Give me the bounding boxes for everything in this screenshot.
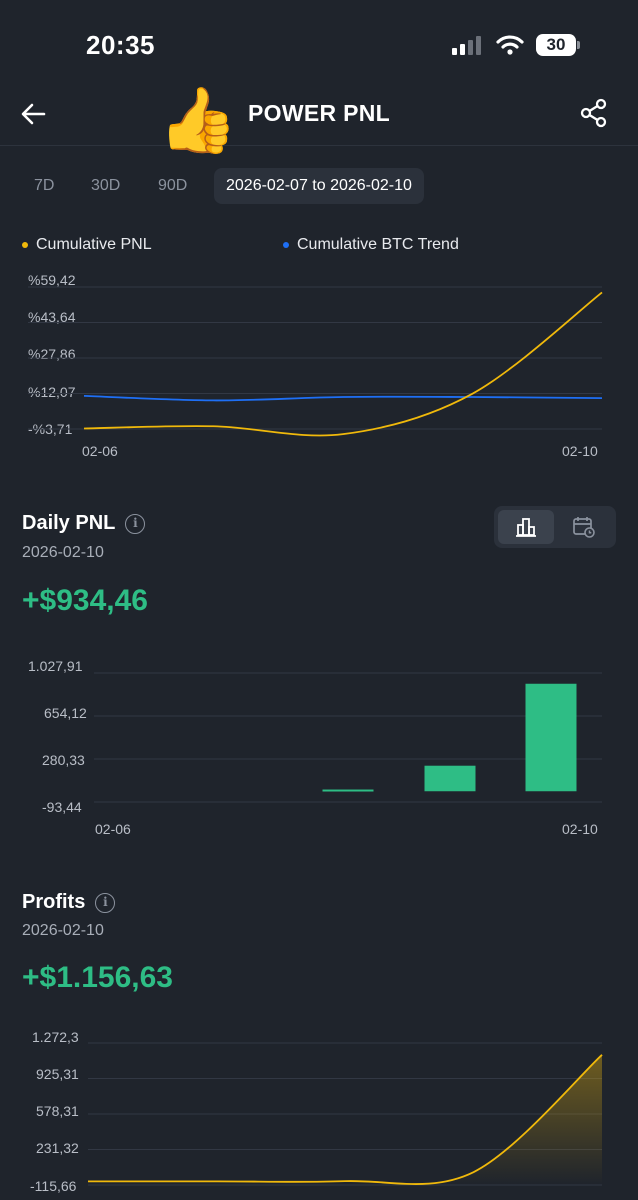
tab-7d[interactable]: 7D	[34, 177, 55, 194]
y-tick-label: %43,64	[28, 309, 76, 325]
calendar-view-button[interactable]	[556, 510, 612, 544]
y-tick-label: -93,44	[42, 799, 82, 815]
series-line-btc-trend	[83, 395, 603, 402]
bar	[525, 683, 577, 792]
bar-chart-icon	[516, 518, 536, 537]
calendar-icon	[573, 517, 595, 538]
header: POWER PNL	[0, 90, 638, 146]
x-tick-label: 02-06	[82, 443, 118, 459]
daily-pnl-date: 2026-02-10	[22, 544, 104, 561]
status-time: 20:35	[86, 30, 155, 60]
battery-percent: 30	[546, 35, 566, 54]
cellular-signal-icon	[452, 36, 481, 55]
daily-pnl-title: Daily PNL i	[22, 512, 146, 535]
info-icon[interactable]: i	[95, 892, 116, 913]
battery-icon: 30	[536, 34, 580, 56]
info-icon[interactable]: i	[125, 513, 146, 534]
page-title: POWER PNL	[248, 100, 390, 126]
x-tick-label: 02-10	[562, 443, 598, 459]
y-tick-label: -%3,71	[28, 421, 73, 437]
y-tick-label: 578,31	[36, 1103, 79, 1119]
legend-dot-pnl	[22, 242, 28, 248]
profits-value: +$1.156,63	[22, 961, 173, 994]
y-tick-label: %27,86	[28, 346, 76, 362]
y-tick-label: %59,42	[28, 272, 76, 288]
y-tick-label: -115,66	[30, 1178, 77, 1194]
y-tick-label: 231,32	[36, 1140, 79, 1156]
chart-view-toggle	[494, 506, 616, 548]
x-tick-label: 02-10	[562, 821, 598, 837]
legend-label-btc: Cumulative BTC Trend	[297, 236, 459, 253]
legend-label-pnl: Cumulative PNL	[36, 236, 152, 253]
y-tick-label: %12,07	[28, 384, 76, 400]
y-tick-label: 280,33	[42, 752, 85, 768]
tab-30d[interactable]: 30D	[91, 177, 121, 194]
daily-pnl-title-text: Daily PNL	[22, 512, 116, 534]
y-tick-label: 654,12	[44, 705, 87, 721]
range-tabs: 7D 30D 90D 2026-02-07 to 2026-02-10	[0, 168, 638, 206]
legend-cumulative-pnl: Cumulative PNL	[22, 236, 152, 254]
profits-title-text: Profits	[22, 891, 86, 913]
x-tick-label: 02-06	[95, 821, 131, 837]
legend-dot-btc	[283, 242, 289, 248]
bar	[322, 789, 374, 792]
profits-date: 2026-02-10	[22, 922, 104, 939]
y-tick-label: 1.272,3	[32, 1029, 79, 1045]
share-button[interactable]	[580, 98, 608, 128]
y-tick-label: 925,31	[36, 1066, 79, 1082]
back-button[interactable]	[18, 98, 50, 130]
tab-90d[interactable]: 90D	[158, 177, 188, 194]
series-line-cumulative-pnl	[83, 291, 603, 437]
legend-btc-trend: Cumulative BTC Trend	[283, 236, 459, 254]
wifi-icon	[496, 35, 524, 55]
bar	[424, 765, 476, 792]
y-tick-label: 1.027,91	[28, 658, 83, 674]
bar-chart-view-button[interactable]	[498, 510, 554, 544]
status-bar: 20:35 30	[0, 0, 638, 90]
profits-area-fill	[88, 1054, 602, 1185]
profits-title: Profits i	[22, 891, 116, 914]
status-icons: 30	[452, 34, 580, 56]
thumbs-up-emoji: 👍	[158, 84, 238, 156]
back-arrow-icon	[21, 103, 46, 125]
share-icon	[580, 98, 607, 128]
profits-line	[87, 1054, 603, 1185]
daily-pnl-value: +$934,46	[22, 584, 148, 617]
tab-custom-range[interactable]: 2026-02-07 to 2026-02-10	[214, 168, 424, 204]
